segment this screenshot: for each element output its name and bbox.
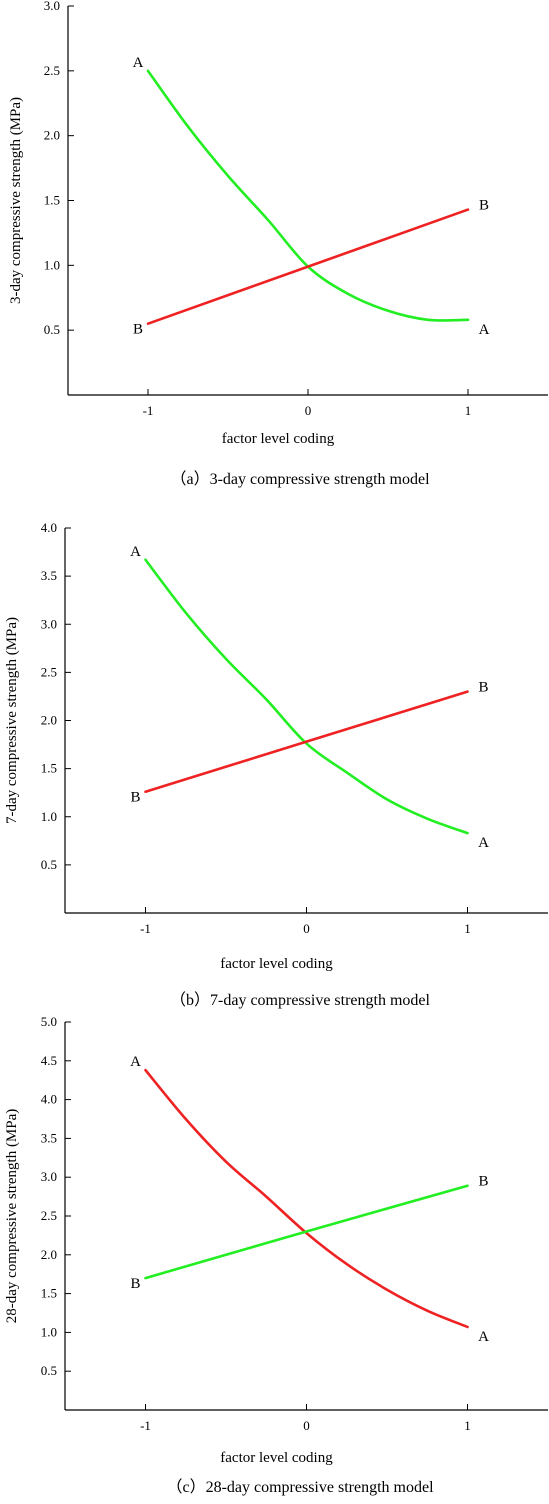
series-end-label: A <box>478 835 489 851</box>
y-tick-label: 4.5 <box>41 1053 57 1068</box>
series-end-label: B <box>478 1174 488 1190</box>
series-end-label: A <box>478 1329 489 1345</box>
x-tick-label: 1 <box>464 921 471 936</box>
series-end-label: B <box>478 680 488 696</box>
x-tick-label: 1 <box>464 1418 471 1433</box>
figure-caption: （c）28-day compressive strength model <box>166 1478 434 1496</box>
x-tick-label: -1 <box>143 403 154 418</box>
y-tick-label: 2.0 <box>41 1247 57 1262</box>
y-tick-label: 5.0 <box>41 1014 57 1029</box>
y-tick-label: 0.5 <box>44 322 60 337</box>
y-tick-label: 1.0 <box>41 809 57 824</box>
y-tick-label: 1.0 <box>41 1324 57 1339</box>
y-tick-label: 3.0 <box>41 1169 57 1184</box>
y-axis-title: 28-day compressive strength (MPa) <box>4 1109 20 1324</box>
y-tick-label: 3.0 <box>44 0 60 13</box>
x-tick-label: 0 <box>305 403 312 418</box>
y-axis-title: 7-day compressive strength (MPa) <box>4 617 20 824</box>
series-line-B <box>144 690 469 794</box>
y-axis-title: 3-day compressive strength (MPa) <box>8 97 24 304</box>
y-tick-label: 2.0 <box>44 128 60 143</box>
y-tick-label: 3.0 <box>41 616 57 631</box>
y-tick-label: 2.0 <box>41 713 57 728</box>
series-line-B <box>144 1184 469 1280</box>
series-start-label: A <box>133 55 144 71</box>
series-end-label: A <box>479 322 490 338</box>
x-tick-label: -1 <box>140 921 151 936</box>
y-tick-label: 1.5 <box>41 761 57 776</box>
x-tick-label: 0 <box>303 921 310 936</box>
series-start-label: A <box>130 544 141 560</box>
x-axis-title: factor level coding <box>222 431 335 447</box>
x-tick-label: 0 <box>303 1418 310 1433</box>
x-tick-label: 1 <box>465 403 472 418</box>
chart-panel-2: 0.5 1.0 1.5 2.0 2.5 3.0 3.5 4.0 4.5 5.0 -1 0 1 A A B Bfa… <box>4 1014 548 1496</box>
y-tick-label: 0.5 <box>41 857 57 872</box>
series-start-label: B <box>130 1276 140 1292</box>
y-tick-label: 3.5 <box>41 1130 57 1145</box>
y-tick-label: 1.5 <box>44 193 60 208</box>
series-line-A <box>146 69 470 322</box>
y-tick-label: 2.5 <box>44 63 60 78</box>
y-tick-label: 4.0 <box>41 1092 57 1107</box>
figure-caption: （a）3-day compressive strength model <box>170 470 430 488</box>
y-tick-label: 3.5 <box>41 568 57 583</box>
y-tick-label: 1.0 <box>44 257 60 272</box>
y-tick-label: 4.0 <box>41 520 57 535</box>
series-end-label: B <box>479 198 489 214</box>
y-tick-label: 2.5 <box>41 664 57 679</box>
figure-caption: （b）7-day compressive strength model <box>170 991 431 1009</box>
y-tick-label: 2.5 <box>41 1208 57 1223</box>
series-start-label: B <box>130 790 140 806</box>
series-line-A <box>144 1068 469 1329</box>
series-start-label: B <box>133 322 143 338</box>
x-axis-title: factor level coding <box>220 1450 333 1466</box>
series-start-label: A <box>130 1054 141 1070</box>
series-line-B <box>146 208 470 325</box>
x-tick-label: -1 <box>140 1418 151 1433</box>
y-tick-label: 1.5 <box>41 1286 57 1301</box>
x-axis-title: factor level coding <box>220 956 333 972</box>
series-line-A <box>144 558 469 835</box>
y-tick-label: 0.5 <box>41 1363 57 1378</box>
